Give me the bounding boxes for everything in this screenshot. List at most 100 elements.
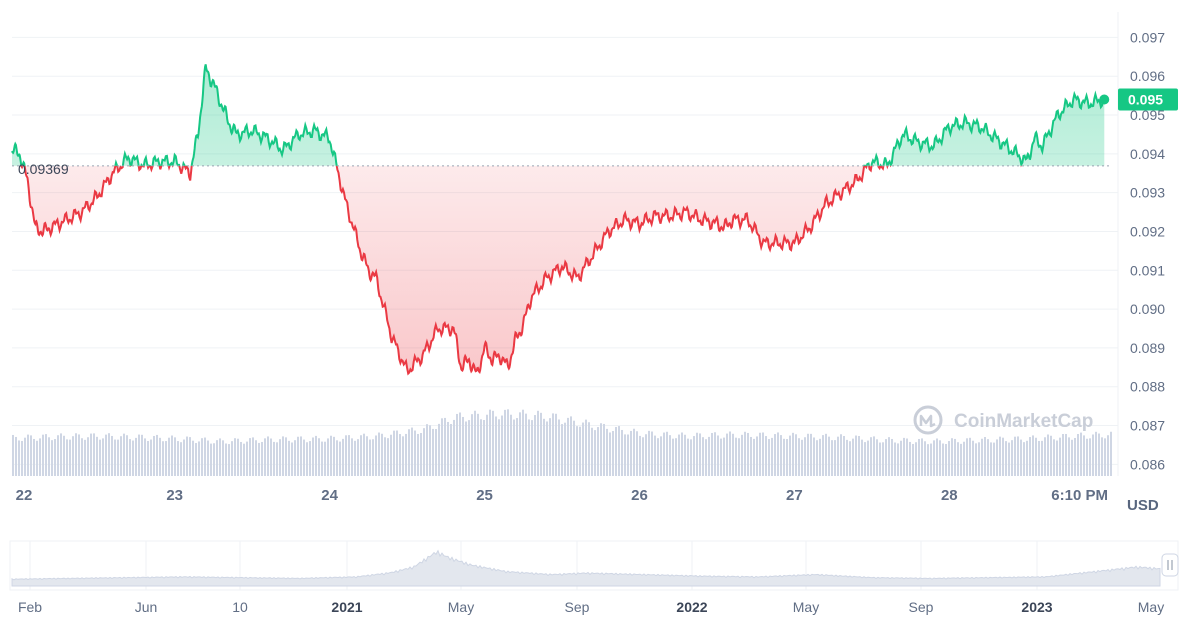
volume-bar [720,438,722,476]
volume-bar [117,439,119,476]
navigator-label: May [448,599,474,615]
volume-bar [969,437,971,476]
x-tick-label: 23 [166,487,183,504]
volume-bar [729,431,731,476]
volume-bar [39,438,41,476]
volume-bar [237,438,239,476]
volume-bar [912,443,914,476]
volume-bar [549,418,551,476]
range-navigator[interactable]: Feb Jun 10 2021 May Sep 2022 May Sep 2023 May [9,540,1179,615]
volume-bar [609,432,611,476]
volume-bar [330,435,332,476]
volume-bar [399,434,401,476]
volume-bar [231,441,233,476]
volume-bar [669,435,671,476]
volume-bar [606,428,608,476]
volume-bar [288,440,290,476]
volume-bar [813,437,815,476]
volume-bar [1074,437,1076,476]
volume-bar [402,436,404,476]
volume-bar [939,440,941,476]
volume-bar [339,441,341,476]
volume-bar [1026,440,1028,476]
volume-bar [357,439,359,476]
volume-bar [174,437,176,476]
volume-bar [48,437,50,476]
volume-bar [525,413,527,476]
volume-bar [315,435,317,476]
volume-bar [498,419,500,476]
volume-bar [318,438,320,476]
volume-bar [1011,440,1013,476]
volume-bar [777,432,779,476]
volume-bar [105,434,107,476]
volume-bar [342,438,344,476]
volume-bar [369,439,371,476]
volume-bar [861,439,863,476]
volume-bar [366,436,368,476]
volume-bar [762,432,764,476]
volume-bar [393,430,395,476]
x-tick-label: 26 [631,487,648,504]
volume-bar [477,413,479,476]
navigator-label: 2021 [331,599,362,615]
volume-bar [372,439,374,476]
volume-bar [963,441,965,476]
volume-bar [708,436,710,476]
volume-bar [1089,438,1091,476]
volume-bar [699,433,701,476]
volume-bar [1053,439,1055,476]
volume-bar [552,413,554,476]
volume-bar [672,438,674,476]
volume-bar [948,441,950,476]
last-price-dot [1099,94,1110,105]
navigator-labels: Feb Jun 10 2021 May Sep 2022 May Sep 2023 May [18,599,1164,615]
volume-bar [924,441,926,476]
price-line-down [20,165,1022,376]
volume-bar [75,433,77,476]
volume-bar [840,434,842,476]
volume-bar [129,439,131,476]
volume-bar [465,421,467,476]
volume-bar [258,442,260,476]
volume-bar [15,436,17,476]
volume-bar [210,443,212,476]
volume-bar [489,409,491,476]
volume-bar [450,424,452,476]
volume-bar [687,438,689,476]
volume-bar [789,435,791,476]
volume-bar [213,443,215,476]
volume-bar [972,440,974,476]
navigator-label: 2023 [1021,599,1052,615]
volume-bar [984,437,986,476]
volume-bar [309,441,311,476]
volume-bar [36,440,38,476]
x-tick-label: 25 [476,487,493,504]
volume-bar [270,438,272,476]
y-tick-label: 0.095 [1130,107,1165,123]
volume-bar [360,435,362,476]
volume-bar [207,440,209,476]
volume-bar [435,429,437,476]
volume-bar [321,441,323,476]
volume-bar [183,439,185,476]
volume-bar [954,438,956,476]
volume-bar [219,438,221,476]
volume-bar [759,432,761,476]
volume-bar [204,437,206,476]
navigator-handle[interactable] [1161,553,1179,577]
volume-bar [846,439,848,476]
volume-bar [150,439,152,476]
volume-bar [24,437,26,476]
volume-bar [522,409,524,476]
volume-bar [177,441,179,476]
volume-bar [324,441,326,476]
volume-bar [303,439,305,476]
volume-bar [501,415,503,476]
volume-bar [396,430,398,476]
volume-bar [816,440,818,476]
volume-bar [558,419,560,476]
volume-bar [711,432,713,476]
volume-bar [783,438,785,476]
